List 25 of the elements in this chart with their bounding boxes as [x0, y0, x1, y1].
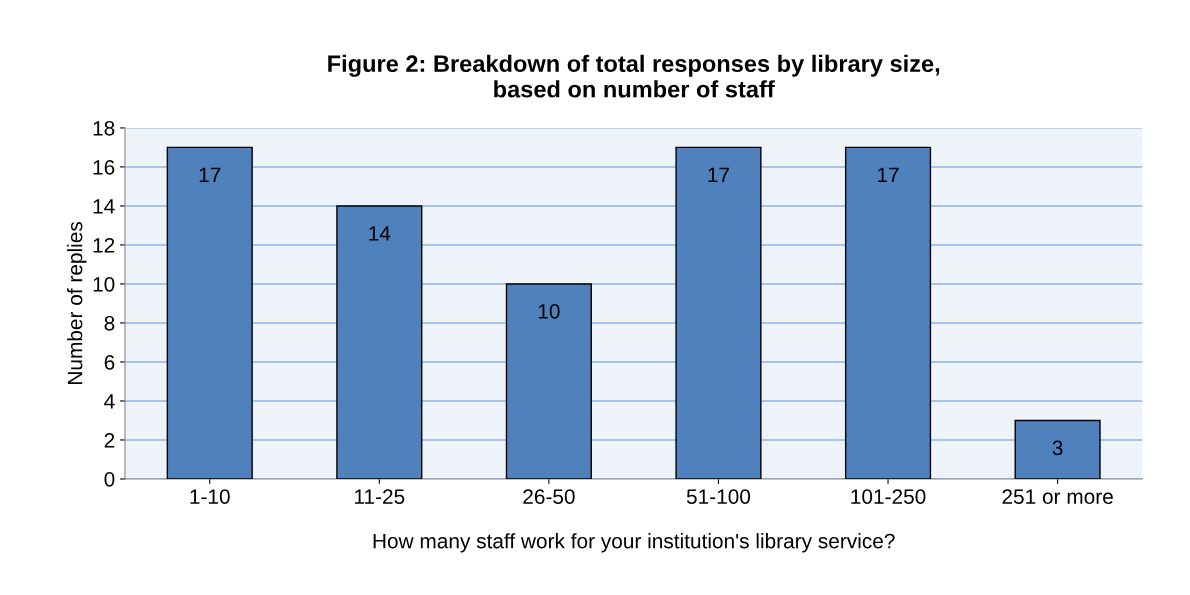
x-tick-label: 101-250	[851, 489, 926, 504]
y-tick-label: 16	[93, 159, 115, 175]
data-label: 3	[1052, 440, 1063, 456]
y-tick-label: 4	[104, 394, 115, 409]
y-tick-label: 0	[104, 471, 115, 487]
y-tick-label: 12	[93, 237, 115, 253]
y-tick-label: 14	[93, 199, 115, 214]
chart-title: Figure 2: Breakdown of total responses by library size, based on number of staff	[328, 54, 940, 98]
x-tick-label: 251 or more	[1002, 489, 1113, 504]
data-label: 17	[199, 167, 221, 182]
data-label: 14	[369, 226, 391, 241]
data-label: 17	[878, 167, 899, 182]
y-tick-label: 2	[104, 432, 115, 448]
x-tick-label: 26-50	[523, 489, 575, 504]
data-label: 10	[538, 303, 560, 319]
data-label: 17	[708, 167, 729, 182]
x-tick-label: 1-10	[190, 489, 230, 504]
x-tick-label: 51-100	[686, 489, 751, 504]
y-tick-label: 6	[104, 354, 115, 370]
x-axis-title: How many staff work for your institution's library service?	[373, 533, 895, 553]
y-axis-title: Number of replies	[67, 221, 87, 384]
y-tick-label: 10	[93, 276, 115, 292]
x-tick-label: 11-25	[355, 489, 405, 504]
y-tick-label: 18	[93, 120, 115, 136]
y-tick-label: 8	[104, 315, 115, 331]
